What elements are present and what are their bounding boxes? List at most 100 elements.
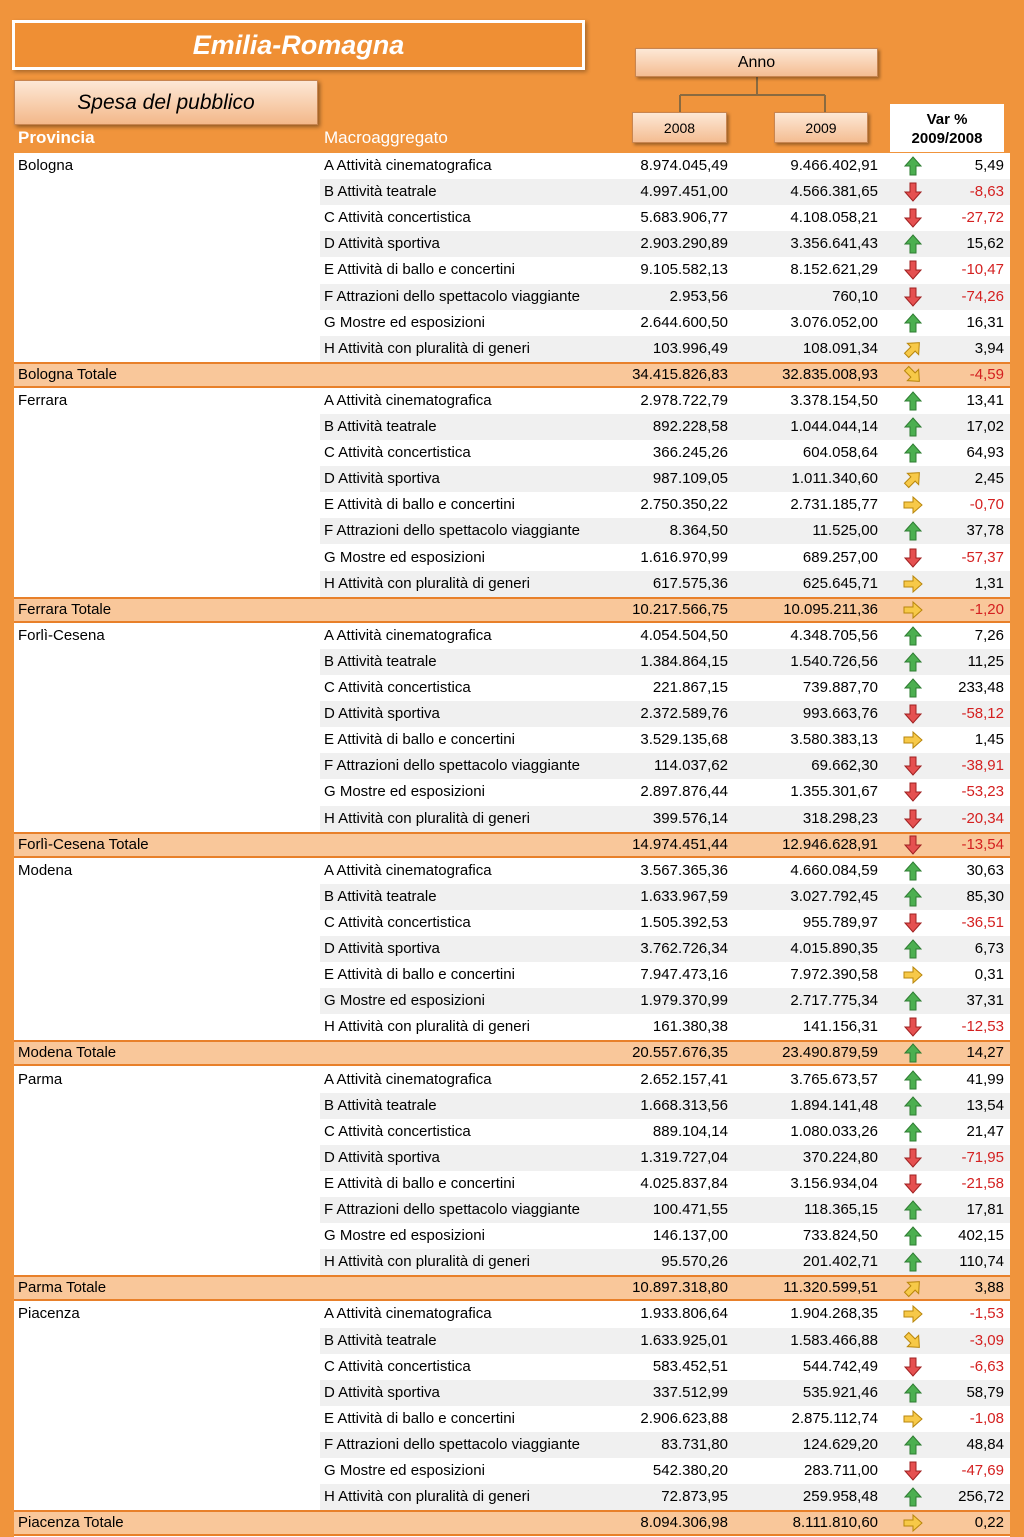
trend-icon bbox=[903, 548, 923, 568]
row-stripe bbox=[320, 336, 1010, 362]
value-2009: 993.663,76 bbox=[802, 705, 878, 722]
value-2009: 9.466.402,91 bbox=[790, 157, 878, 174]
trend-icon bbox=[903, 472, 920, 489]
macro: H Attività con pluralità di generi bbox=[324, 810, 530, 827]
trend-icon bbox=[903, 182, 923, 202]
variation: -21,58 bbox=[961, 1175, 1004, 1192]
value-2009: 3.765.673,57 bbox=[790, 1071, 878, 1088]
value-2008: 161.380,38 bbox=[652, 1018, 728, 1035]
value-2009: 32.835.008,93 bbox=[782, 366, 878, 383]
row-stripe bbox=[320, 884, 1010, 910]
trend-icon bbox=[903, 574, 923, 594]
macro: G Mostre ed esposizioni bbox=[324, 1227, 485, 1244]
macro: A Attività cinematografica bbox=[324, 627, 492, 644]
macro: E Attività di ballo e concertini bbox=[324, 1410, 515, 1427]
macro: B Attività teatrale bbox=[324, 1097, 437, 1114]
value-2009: 3.580.383,13 bbox=[790, 731, 878, 748]
value-2009: 535.921,46 bbox=[802, 1384, 878, 1401]
variation: 21,47 bbox=[966, 1123, 1004, 1140]
macro: B Attività teatrale bbox=[324, 183, 437, 200]
trend-icon bbox=[903, 1070, 923, 1090]
trend-icon bbox=[903, 342, 920, 359]
trend-icon bbox=[903, 861, 923, 881]
row-stripe bbox=[320, 806, 1010, 832]
variation: 2,45 bbox=[974, 470, 1004, 487]
macro: D Attività sportiva bbox=[324, 470, 440, 487]
value-2009: 3.156.934,04 bbox=[790, 1175, 878, 1192]
value-2009: 1.011.340,60 bbox=[791, 470, 878, 487]
value-2009: 259.958,48 bbox=[802, 1488, 878, 1505]
table: A Attività cinematografica 8.974.045,49 9.… bbox=[14, 153, 1010, 1537]
trend-icon bbox=[903, 521, 923, 541]
year-header: Anno bbox=[635, 48, 878, 77]
value-2009: 1.904.268,35 bbox=[790, 1305, 878, 1322]
variation: 7,26 bbox=[974, 627, 1004, 644]
value-2009: 3.027.792,45 bbox=[790, 888, 878, 905]
macro: B Attività teatrale bbox=[324, 888, 437, 905]
variation: 110,74 bbox=[959, 1253, 1004, 1270]
total-row bbox=[14, 1040, 1010, 1066]
variation: 402,15 bbox=[958, 1227, 1004, 1244]
value-2008: 2.750.350,22 bbox=[640, 496, 728, 513]
variation: -36,51 bbox=[961, 914, 1004, 931]
value-2008: 8.974.045,49 bbox=[640, 157, 728, 174]
macro: B Attività teatrale bbox=[324, 653, 437, 670]
value-2009: 4.348.705,56 bbox=[790, 627, 878, 644]
value-2009: 3.378.154,50 bbox=[790, 392, 878, 409]
trend-icon bbox=[903, 626, 923, 646]
value-2008: 34.415.826,83 bbox=[632, 366, 728, 383]
value-2009: 370.224,80 bbox=[802, 1149, 878, 1166]
value-2009: 689.257,00 bbox=[802, 549, 878, 566]
value-2008: 987.109,05 bbox=[652, 470, 728, 487]
value-2009: 3.076.052,00 bbox=[790, 314, 878, 331]
value-2009: 108.091,34 bbox=[802, 340, 878, 357]
macro: A Attività cinematografica bbox=[324, 1071, 492, 1088]
row-stripe bbox=[320, 571, 1010, 597]
variation: 15,62 bbox=[966, 235, 1004, 252]
value-2009: 1.540.726,56 bbox=[790, 653, 878, 670]
macro: B Attività teatrale bbox=[324, 418, 437, 435]
value-2008: 1.384.864,15 bbox=[640, 653, 728, 670]
variation: -1,53 bbox=[969, 1305, 1004, 1322]
value-2009: 1.044.044,14 bbox=[790, 418, 878, 435]
trend-icon bbox=[903, 391, 923, 411]
value-2009: 4.108.058,21 bbox=[790, 209, 878, 226]
value-2008: 14.974.451,44 bbox=[632, 836, 728, 853]
macro: A Attività cinematografica bbox=[324, 157, 492, 174]
macro: B Attività teatrale bbox=[324, 1332, 437, 1349]
variation: 1,31 bbox=[974, 575, 1004, 592]
variation: 13,54 bbox=[966, 1097, 1004, 1114]
value-2008: 2.897.876,44 bbox=[640, 783, 728, 800]
row-stripe bbox=[320, 1093, 1010, 1119]
macro: F Attrazioni dello spettacolo viaggiante bbox=[324, 1436, 580, 1453]
value-2008: 542.380,20 bbox=[652, 1462, 728, 1479]
trend-icon bbox=[903, 1487, 923, 1507]
value-2009: 733.824,50 bbox=[802, 1227, 878, 1244]
value-2008: 1.319.727,04 bbox=[640, 1149, 728, 1166]
column-header: Provincia bbox=[18, 128, 95, 147]
macro: A Attività cinematografica bbox=[324, 862, 492, 879]
total-row bbox=[14, 597, 1010, 623]
total-label: Ferrara Totale bbox=[18, 601, 112, 618]
total-row bbox=[14, 1275, 1010, 1301]
trend-icon bbox=[903, 991, 923, 1011]
value-2008: 20.557.676,35 bbox=[632, 1044, 728, 1061]
variation: -47,69 bbox=[961, 1462, 1004, 1479]
value-2009: 124.629,20 bbox=[802, 1436, 878, 1453]
value-2008: 114.037,62 bbox=[654, 757, 728, 774]
macro: C Attività concertistica bbox=[324, 679, 471, 696]
macro: H Attività con pluralità di generi bbox=[324, 1253, 530, 1270]
value-2008: 337.512,99 bbox=[652, 1384, 728, 1401]
total-row bbox=[14, 1510, 1010, 1536]
row-stripe bbox=[320, 988, 1010, 1014]
trend-icon bbox=[903, 704, 923, 724]
value-2008: 583.452,51 bbox=[652, 1358, 728, 1375]
value-2008: 3.567.365,36 bbox=[640, 862, 728, 879]
province: Modena bbox=[18, 862, 73, 879]
variation: -10,47 bbox=[961, 261, 1004, 278]
macro: C Attività concertistica bbox=[324, 1358, 471, 1375]
macro: D Attività sportiva bbox=[324, 940, 440, 957]
trend-icon bbox=[903, 417, 923, 437]
value-2009: 7.972.390,58 bbox=[790, 966, 878, 983]
